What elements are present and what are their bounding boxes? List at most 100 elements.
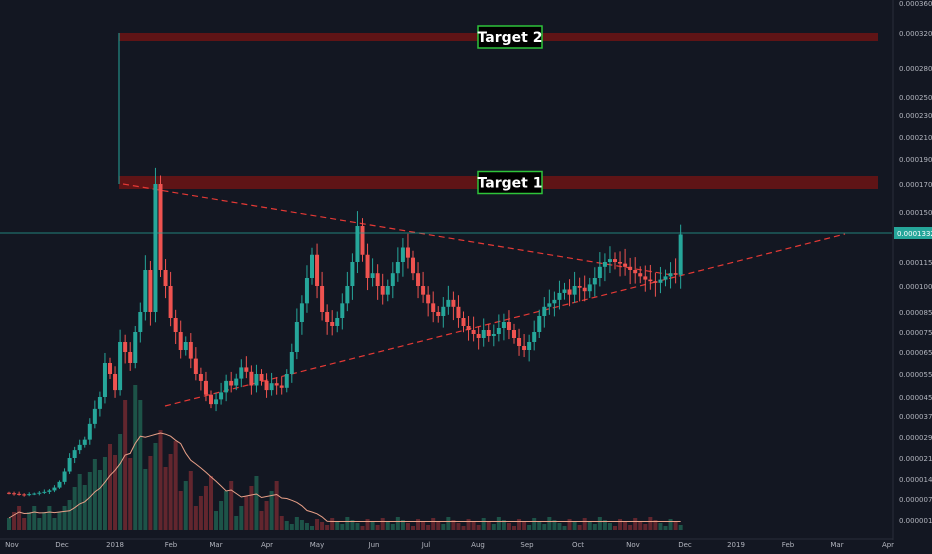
candle [481,318,486,347]
candle [209,390,213,409]
candle-body [668,273,673,277]
candle-body [491,334,496,336]
volume-bar [299,520,304,530]
time-tick-label: Apr [882,541,894,549]
trendline-descending [122,183,673,276]
volume-bar [294,517,299,530]
volume-bar [12,512,17,530]
candle [618,251,623,277]
candle [653,272,658,297]
candle-body [522,346,527,350]
candle [385,279,390,302]
volume-bar [663,526,668,530]
candle [153,167,158,323]
time-tick-label: May [310,541,324,549]
candle [658,266,663,294]
candle-body [87,423,92,440]
candle-body [607,259,612,262]
target-labels-layer: Target 2 Target 1 [477,25,543,195]
candle [264,373,269,398]
volume-bar [512,526,516,530]
candle-body [67,458,72,472]
candle-body [325,312,330,322]
candle-body [259,374,264,381]
volume-bar [607,523,612,530]
volume-bar [57,512,62,530]
volume-bar [562,526,567,530]
candle [158,175,163,278]
volume-bar [209,476,213,530]
candle [668,262,673,289]
volume-bar [244,496,249,530]
candle-body [567,289,572,295]
candle [203,371,208,402]
volume-bar [102,457,107,530]
candle-body [623,263,628,267]
price-tick-label: 0.00011500 [899,259,932,267]
candle [320,271,325,321]
candle [143,255,148,321]
volume-bar [27,512,32,530]
candle-body [532,332,537,342]
candle-body [436,312,441,316]
price-tick-label: 0.00003700 [899,413,932,421]
volume-bar [315,519,320,530]
price-tick-label: 0.00025000 [899,94,932,102]
volume-ma-line [8,432,681,522]
candle [239,359,244,388]
candle-body [628,266,633,270]
candle [87,418,92,445]
candle-body [304,278,309,304]
time-tick-label: Nov [626,541,640,549]
volume-bar [552,520,557,530]
candle [47,488,52,495]
volume-bar [557,523,562,530]
candle [567,279,572,307]
candle [572,271,577,303]
candle [638,266,643,284]
candle [325,304,330,335]
target-label-text: Target 1 [478,176,543,192]
price-tick-label: 0.00001400 [899,476,932,484]
candle-body [138,312,143,332]
candle [441,297,446,328]
candle [436,306,441,323]
candle [254,364,259,393]
candle [411,250,415,281]
candle-body [471,330,476,334]
candle [108,357,112,380]
volume-bar [613,526,617,530]
volume-bar [32,506,37,530]
candle-body [294,322,299,352]
volume-bar [481,518,486,530]
candle [310,247,314,285]
candle-body [97,397,102,409]
candle [522,334,527,358]
candle-body [209,394,213,405]
volume-bar [416,519,421,530]
price-axis[interactable]: 0.00036000 0.00032000 0.00028000 0.00025000… [892,0,932,540]
candle-body [562,289,567,293]
price-tick-label: 0.00006500 [899,349,932,357]
volume-bar [431,518,436,530]
candle [183,336,188,356]
candle-body [360,226,365,255]
time-axis[interactable]: Nov Dec 2018 Feb Mar Apr May Jun Jul Aug Sep Oct Nov… [0,538,894,549]
candle-body [168,286,173,318]
candle [193,347,198,381]
volume-bar [517,519,522,530]
price-tick-label: 0.00036000 [899,0,932,8]
volume-bar [496,517,501,530]
candle-body [32,493,37,495]
candle [395,247,400,282]
volume-bar [108,444,112,530]
price-tick-label: 0.00019000 [899,156,932,164]
volume-bar [67,500,72,530]
candle-body [355,226,360,262]
candle-body [547,303,552,307]
candle-body [62,471,67,482]
candle [350,253,355,300]
candle [42,489,47,495]
